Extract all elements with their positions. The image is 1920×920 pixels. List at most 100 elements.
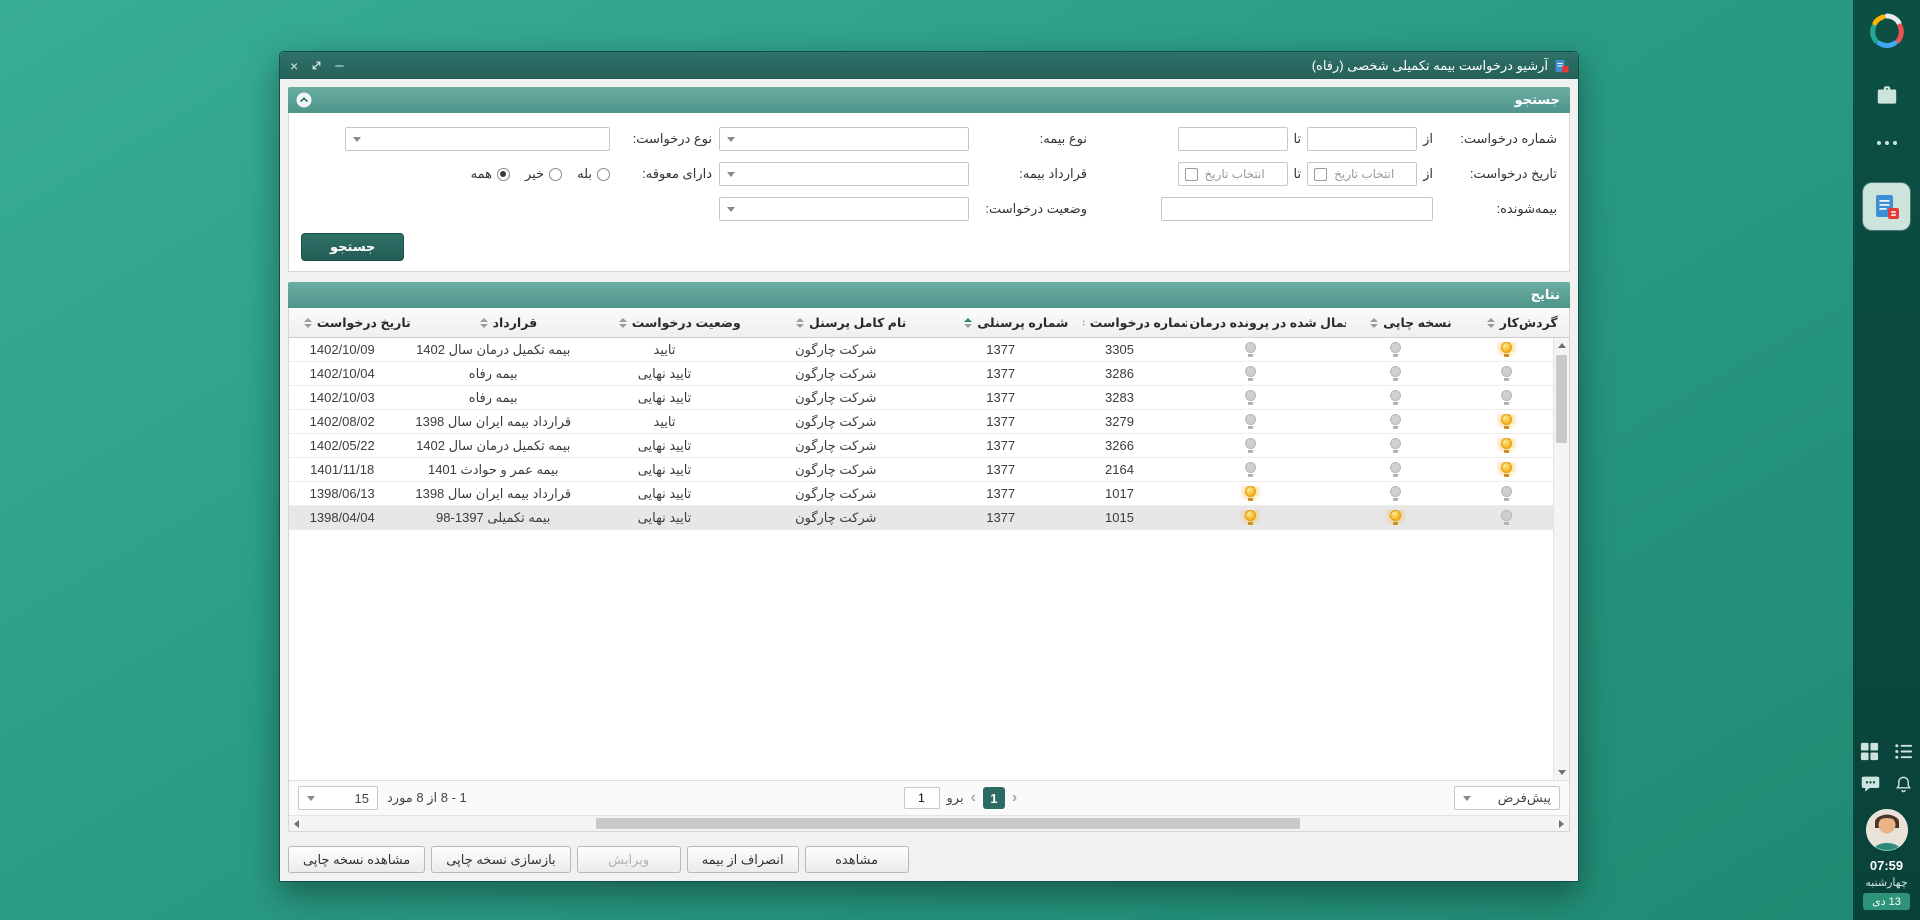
printed-copy-bulb-icon[interactable]	[1389, 342, 1401, 357]
workflow-bulb-icon[interactable]	[1500, 510, 1512, 525]
applied-bulb-icon[interactable]	[1245, 486, 1257, 501]
chat-icon[interactable]	[1860, 774, 1881, 795]
results-header-label: نتایج	[1530, 287, 1560, 302]
workflow-bulb-icon[interactable]	[1500, 390, 1512, 405]
maximize-icon[interactable]	[311, 59, 322, 73]
column-header-personnel-number[interactable]: شماره پرسنلی	[949, 315, 1083, 330]
prev-page-icon[interactable]: ‹	[970, 789, 976, 806]
collapse-search-icon[interactable]	[296, 92, 312, 108]
view-button[interactable]: مشاهده	[804, 846, 909, 873]
request-type-select[interactable]	[345, 127, 610, 151]
task-list-icon[interactable]	[1893, 741, 1914, 762]
request-date-to-field[interactable]: انتخاب تاریخ	[1177, 162, 1288, 186]
cell-request-number: 2164	[1105, 462, 1134, 477]
table-row[interactable]: 3279 1377 شرکت چارگون تایید قرارداد بیمه…	[289, 410, 1553, 434]
column-header-request-number[interactable]: شماره درخواست	[1083, 315, 1187, 330]
cell-request-number: 3286	[1105, 366, 1134, 381]
search-button[interactable]: جستجو	[301, 233, 405, 261]
workflow-bulb-icon[interactable]	[1500, 462, 1512, 477]
app-window: آرشیو درخواست بیمه تکمیلی شخصی (رفاه) × …	[279, 51, 1579, 882]
workflow-bulb-icon[interactable]	[1500, 414, 1512, 429]
column-header-contract[interactable]: قرارداد	[410, 315, 606, 330]
scroll-down-icon[interactable]	[1557, 765, 1566, 780]
printed-copy-bulb-icon[interactable]	[1389, 462, 1401, 477]
request-status-select[interactable]	[719, 197, 969, 221]
next-page-icon[interactable]: ›	[1011, 789, 1018, 806]
go-button[interactable]: برو	[946, 790, 964, 805]
table-row[interactable]: 3305 1377 شرکت چارگون تایید بیمه تکمیل د…	[289, 338, 1553, 362]
column-header-workflow[interactable]: گردش‌کار	[1475, 315, 1569, 330]
clock-time[interactable]: 07:59	[1869, 858, 1904, 873]
insurance-contract-select[interactable]	[719, 162, 969, 186]
printed-copy-bulb-icon[interactable]	[1389, 510, 1401, 525]
vertical-scrollbar[interactable]	[1553, 338, 1569, 780]
cell-date: 1402/05/22	[309, 438, 375, 453]
table-row-selected[interactable]: 1015 1377 شرکت چارگون تایید نهایی بیمه ت…	[289, 506, 1553, 530]
table-row[interactable]: 3286 1377 شرکت چارگون تایید نهایی بیمه ر…	[289, 362, 1553, 386]
sort-icon	[1486, 317, 1495, 328]
applied-bulb-icon[interactable]	[1245, 390, 1257, 405]
printed-copy-bulb-icon[interactable]	[1389, 390, 1401, 405]
rebuild-printed-copy-button[interactable]: بازسازی نسخه چاپی	[431, 846, 571, 873]
date-day-badge[interactable]: 13 دی	[1863, 893, 1910, 910]
table-row[interactable]: 2164 1377 شرکت چارگون تایید نهایی بیمه ع…	[289, 458, 1553, 482]
radio-no[interactable]: خیر	[525, 166, 563, 182]
applied-bulb-icon[interactable]	[1245, 414, 1257, 429]
scrollbar-thumb[interactable]	[1556, 355, 1567, 443]
workflow-bulb-icon[interactable]	[1500, 342, 1512, 357]
request-number-to-input[interactable]	[1177, 127, 1288, 151]
active-app-tile[interactable]	[1863, 183, 1910, 230]
notification-bell-icon[interactable]	[1894, 774, 1913, 795]
scroll-up-icon[interactable]	[1557, 338, 1566, 353]
request-date-from-field[interactable]: انتخاب تاریخ	[1307, 162, 1418, 186]
chargoon-logo-icon[interactable]	[1869, 12, 1905, 53]
briefcase-icon[interactable]	[1874, 83, 1900, 109]
current-page-button[interactable]: 1	[982, 787, 1005, 809]
workflow-bulb-icon[interactable]	[1500, 366, 1512, 381]
table-row[interactable]: 3266 1377 شرکت چارگون تایید نهایی بیمه ت…	[289, 434, 1553, 458]
request-number-from-input[interactable]	[1307, 127, 1418, 151]
radio-all[interactable]: همه	[471, 166, 510, 182]
more-options-icon[interactable]	[1876, 141, 1897, 145]
radio-yes[interactable]: بله	[577, 166, 610, 182]
printed-copy-bulb-icon[interactable]	[1389, 438, 1401, 453]
applied-bulb-icon[interactable]	[1245, 462, 1257, 477]
column-header-request-date[interactable]: تاریخ درخواست	[304, 315, 410, 330]
applied-bulb-icon[interactable]	[1245, 366, 1257, 381]
page-size-select[interactable]: 15	[298, 786, 379, 810]
apps-grid-icon[interactable]	[1859, 741, 1880, 762]
search-section-header: جستجو	[288, 87, 1570, 113]
workflow-bulb-icon[interactable]	[1500, 438, 1512, 453]
scrollbar-thumb[interactable]	[596, 818, 1301, 829]
column-header-request-status[interactable]: وضعیت درخواست	[606, 315, 753, 330]
minimize-icon[interactable]: –	[335, 57, 344, 74]
horizontal-scrollbar[interactable]	[289, 815, 1569, 831]
go-to-page-input[interactable]	[903, 787, 940, 809]
cancel-insurance-button[interactable]: انصراف از بیمه	[686, 846, 799, 873]
workflow-bulb-icon[interactable]	[1500, 486, 1512, 501]
window-titlebar[interactable]: آرشیو درخواست بیمه تکمیلی شخصی (رفاه) × …	[280, 52, 1578, 79]
checkbox-icon[interactable]	[1184, 167, 1198, 181]
scrollbar-track[interactable]	[1554, 353, 1569, 765]
close-icon[interactable]: ×	[290, 57, 299, 74]
applied-bulb-icon[interactable]	[1245, 510, 1257, 525]
view-printed-copy-button[interactable]: مشاهده نسخه چاپی	[288, 846, 426, 873]
preset-select[interactable]: پیش‌فرض	[1454, 786, 1560, 810]
checkbox-icon[interactable]	[1314, 167, 1328, 181]
insured-input[interactable]	[1161, 197, 1433, 221]
printed-copy-bulb-icon[interactable]	[1389, 366, 1401, 381]
printed-copy-bulb-icon[interactable]	[1389, 486, 1401, 501]
scroll-left-icon[interactable]	[289, 816, 304, 831]
column-header-personnel-name[interactable]: نام کامل پرسنل	[753, 315, 949, 330]
user-avatar[interactable]	[1865, 808, 1909, 852]
table-row[interactable]: 1017 1377 شرکت چارگون تایید نهایی قراردا…	[289, 482, 1553, 506]
to-label: تا	[1293, 166, 1302, 181]
column-header-applied[interactable]: اعمال شده در پرونده درمان	[1187, 315, 1346, 330]
printed-copy-bulb-icon[interactable]	[1389, 414, 1401, 429]
table-row[interactable]: 3283 1377 شرکت چارگون تایید نهایی بیمه ر…	[289, 386, 1553, 410]
applied-bulb-icon[interactable]	[1245, 438, 1257, 453]
scroll-right-icon[interactable]	[1554, 816, 1569, 831]
applied-bulb-icon[interactable]	[1245, 342, 1257, 357]
insurance-type-select[interactable]	[719, 127, 969, 151]
column-header-printed-copy[interactable]: نسخه چاپی	[1346, 315, 1475, 330]
